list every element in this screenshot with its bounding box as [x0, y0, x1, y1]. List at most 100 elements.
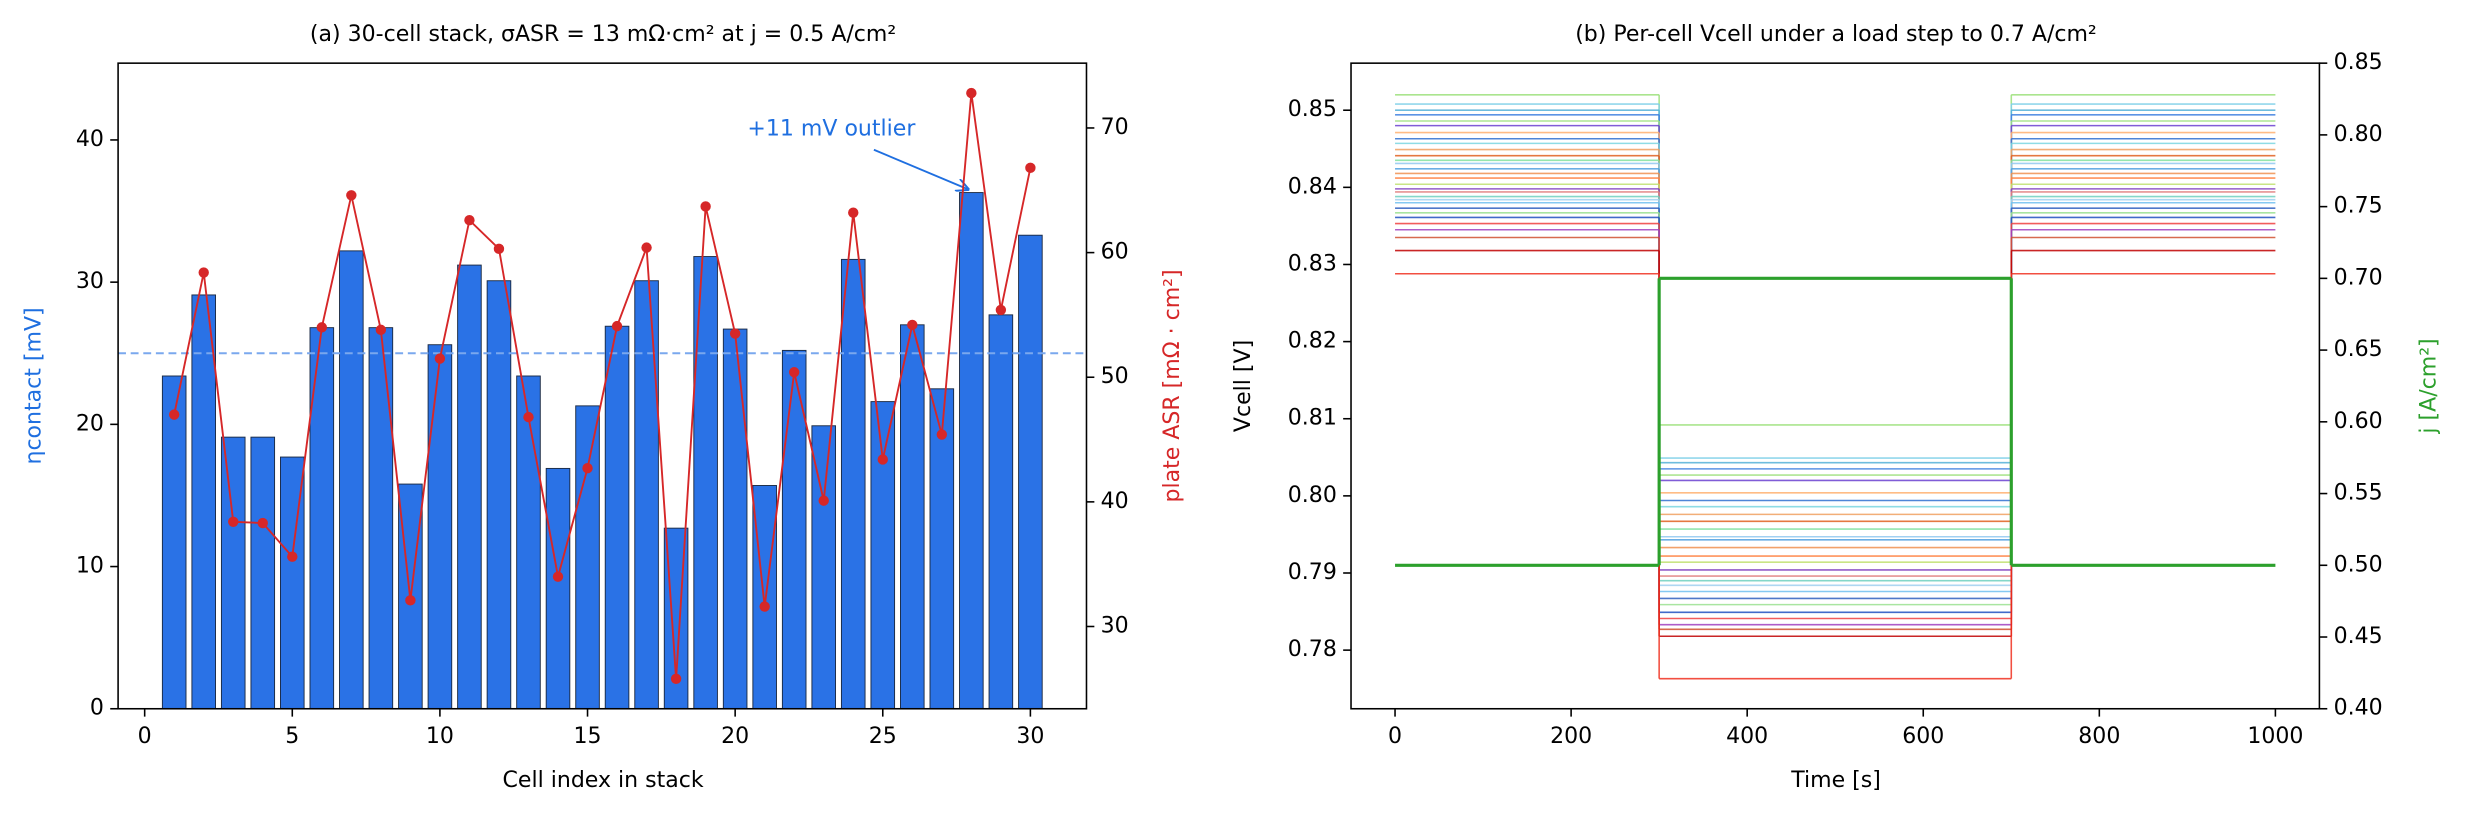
bar: [575, 405, 600, 710]
bar: [722, 328, 748, 710]
y2-tick-label: 40: [1101, 489, 1129, 514]
x-tick-label: 200: [1550, 724, 1592, 749]
x-axis-label: Time [s]: [1790, 768, 1881, 793]
annotation-arrow: [873, 148, 968, 190]
y2-axis-label: plate ASR [mΩ · cm²]: [1160, 269, 1185, 502]
asr-point: [464, 214, 475, 226]
x-tick-label: 1000: [2247, 724, 2303, 749]
asr-point: [346, 190, 357, 201]
bar: [988, 314, 1014, 710]
y-tick-label: 20: [76, 411, 104, 436]
x-tick-label: 20: [721, 724, 749, 749]
y-tick-label: 10: [76, 554, 104, 579]
y2-tick-label: 60: [1101, 240, 1129, 265]
y-tick-label: 0.82: [1288, 329, 1337, 354]
y-tick-label: 0.84: [1288, 174, 1337, 199]
bar: [840, 258, 866, 710]
asr-point: [168, 409, 180, 420]
bar: [427, 344, 453, 710]
y2-tick-label: 0.65: [2334, 337, 2383, 362]
asr-point: [759, 601, 770, 612]
asr-point: [257, 517, 268, 529]
asr-point: [789, 367, 800, 378]
bar: [900, 324, 925, 710]
asr-point: [611, 320, 623, 332]
bar: [752, 485, 777, 710]
x-tick-label: 600: [1902, 724, 1944, 749]
y-tick-label: 0.81: [1288, 406, 1337, 431]
x-tick-label: 15: [574, 724, 602, 749]
y-tick-label: 0.85: [1288, 97, 1337, 122]
bar: [457, 264, 482, 710]
asr-point: [493, 243, 505, 255]
bar: [161, 375, 187, 710]
bar: [220, 436, 246, 710]
asr-point: [641, 242, 652, 253]
asr-point: [670, 673, 682, 685]
y-tick-label: 40: [76, 127, 104, 152]
asr-point: [907, 319, 918, 331]
y2-tick-label: 0.75: [2334, 194, 2383, 219]
x-axis-label: Cell index in stack: [503, 768, 704, 793]
bar: [634, 280, 659, 710]
asr-point: [375, 324, 387, 336]
asr-point: [1025, 162, 1036, 174]
x-tick-label: 0: [138, 724, 152, 749]
y-tick-label: 0.80: [1288, 483, 1337, 508]
x-tick-label: 30: [1016, 724, 1044, 749]
asr-point: [936, 429, 948, 440]
bar: [516, 375, 541, 710]
y2-tick-label: 0.50: [2334, 552, 2383, 577]
y2-tick-label: 0.40: [2334, 696, 2383, 721]
x-tick-label: 5: [285, 724, 299, 749]
bar: [1018, 234, 1043, 710]
y2-tick-label: 30: [1101, 613, 1129, 638]
annotation: +11 mV outlier: [747, 116, 916, 141]
bar: [545, 467, 571, 710]
bar: [339, 250, 364, 710]
bar: [486, 280, 512, 710]
bar: [604, 325, 630, 710]
chart-title: (b) Per-cell Vcell under a load step to …: [1575, 22, 2097, 47]
asr-point: [966, 87, 977, 99]
y-tick-label: 0.83: [1288, 251, 1337, 276]
x-tick-label: 10: [426, 724, 454, 749]
asr-point: [287, 551, 298, 562]
asr-point: [434, 353, 446, 364]
asr-point: [995, 304, 1007, 316]
chart-title: (a) 30-cell stack, σASR = 13 mΩ·cm² at j…: [310, 22, 896, 47]
x-tick-label: 25: [869, 724, 897, 749]
panel-b: (b) Per-cell Vcell under a load step to …: [1231, 22, 2442, 793]
asr-point: [700, 201, 711, 212]
y2-tick-label: 0.45: [2334, 624, 2383, 649]
y2-tick-label: 0.55: [2334, 481, 2383, 506]
axes-frame: [117, 62, 1088, 710]
asr-point: [877, 454, 888, 465]
y2-tick-label: 0.80: [2334, 122, 2383, 147]
asr-point: [316, 322, 328, 333]
y-tick-label: 0: [90, 696, 104, 721]
asr-point: [582, 463, 593, 474]
x-tick-label: 0: [1388, 724, 1402, 749]
asr-point: [405, 595, 416, 606]
x-tick-label: 800: [2078, 724, 2120, 749]
bar: [250, 436, 276, 710]
asr-point: [818, 495, 829, 506]
y-axis-label: ηcontact [mV]: [22, 307, 47, 464]
bar: [870, 401, 896, 710]
axes-frame: [1350, 62, 2321, 710]
asr-point: [848, 207, 859, 218]
bar: [368, 327, 394, 710]
y-tick-label: 0.79: [1288, 560, 1337, 585]
y-tick-label: 30: [76, 269, 104, 294]
y2-tick-label: 0.85: [2334, 50, 2383, 75]
asr-point: [523, 411, 534, 423]
asr-point: [228, 516, 239, 528]
asr-point: [198, 267, 209, 278]
y-tick-label: 0.78: [1288, 637, 1337, 662]
y2-axis-label: j [A/cm²]: [2417, 338, 2442, 434]
y-axis-label: Vcell [V]: [1231, 340, 1256, 432]
asr-point: [729, 328, 741, 339]
